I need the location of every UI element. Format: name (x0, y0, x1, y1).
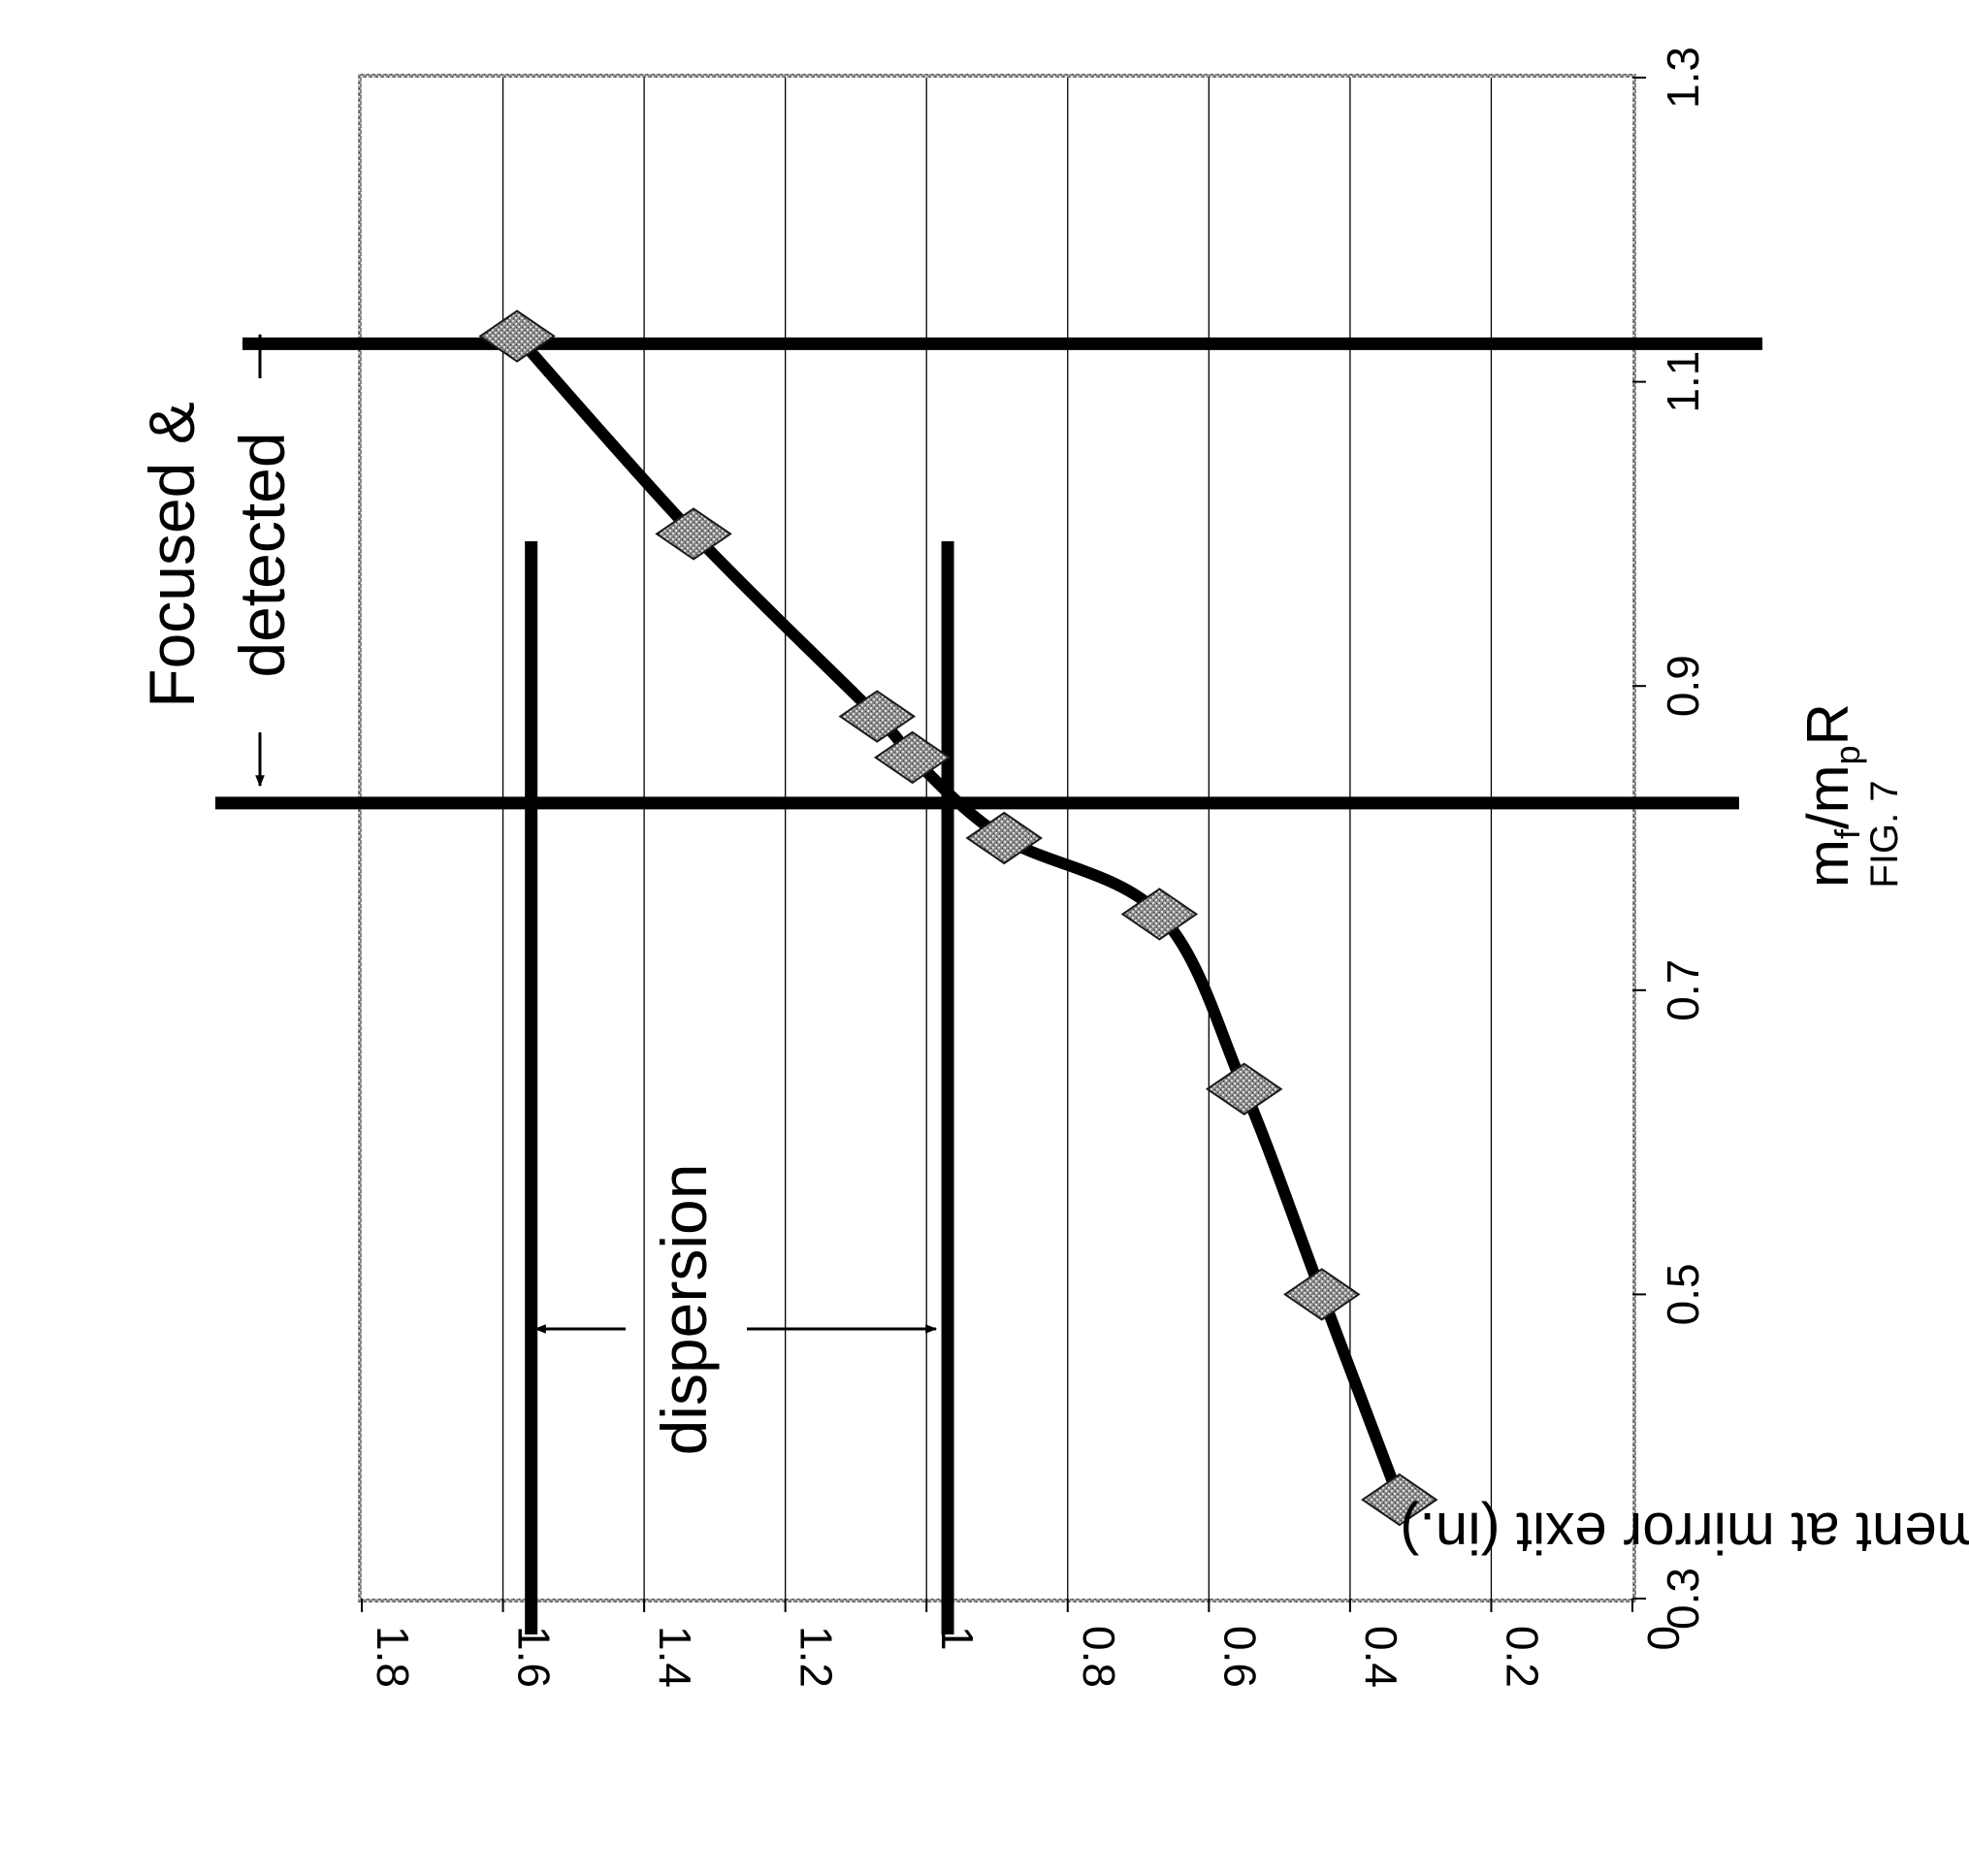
x-tick-label-3: 0.9 (1658, 655, 1708, 717)
y-tick-label-9: 1.8 (368, 1626, 418, 1688)
y-tick-label-8: 1.6 (509, 1626, 560, 1688)
y-tick-label-7: 1.4 (650, 1626, 700, 1688)
x-axis-label: mf/mpR (1795, 703, 1867, 888)
focused-label-line1: Focused & (136, 402, 208, 708)
y-tick-label-2: 0.4 (1356, 1626, 1406, 1688)
y-tick-label-1: 0.2 (1497, 1626, 1547, 1688)
x-label-mid: /m (1795, 764, 1860, 829)
y-axis-label: Displacement at mirror exit (in.) (1400, 1501, 1969, 1566)
x-tick-label-5: 1.3 (1658, 47, 1708, 109)
y-tick-label-5: 1 (932, 1626, 983, 1651)
focused-label-line2: detected (226, 432, 298, 677)
x-tick-label-1: 0.5 (1658, 1263, 1708, 1325)
x-label-r: R (1795, 703, 1860, 745)
x-axis-ticks: 0.3 0.5 0.7 0.9 1.1 1.3 (1632, 47, 1708, 1630)
x-tick-label-2: 0.7 (1658, 959, 1708, 1021)
x-label-sub-p: p (1827, 745, 1867, 764)
figure-label: FIG. 7 (1863, 780, 1906, 888)
y-tick-label-6: 1.2 (791, 1626, 842, 1688)
y-tick-label-3: 0.6 (1214, 1626, 1265, 1688)
x-label-m: m (1795, 839, 1860, 888)
y-axis-ticks: 00.20.40.60.811.21.41.61.8 (362, 1599, 1689, 1688)
y-tick-label-4: 0.8 (1074, 1626, 1124, 1688)
x-tick-label-4: 1.1 (1658, 351, 1708, 413)
x-tick-label-0: 0.3 (1658, 1568, 1708, 1630)
dispersion-label: dispersion (648, 1164, 720, 1456)
